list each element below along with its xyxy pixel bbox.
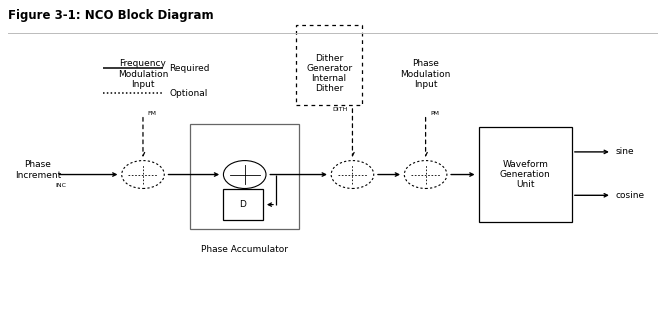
Bar xyxy=(223,189,263,220)
Ellipse shape xyxy=(404,161,447,188)
Text: Internal
Dither: Internal Dither xyxy=(312,74,346,93)
Text: Required: Required xyxy=(170,64,210,73)
Ellipse shape xyxy=(223,161,266,188)
Text: Phase
Increment: Phase Increment xyxy=(15,160,61,179)
Text: Phase
Modulation
Input: Phase Modulation Input xyxy=(400,60,451,89)
Text: Optional: Optional xyxy=(170,88,208,98)
Bar xyxy=(190,124,299,229)
Text: DITH: DITH xyxy=(332,107,348,112)
Bar xyxy=(296,25,362,105)
Text: INC: INC xyxy=(55,183,66,188)
Text: Frequency
Modulation
Input: Frequency Modulation Input xyxy=(118,60,168,89)
Text: Figure 3-1: NCO Block Diagram: Figure 3-1: NCO Block Diagram xyxy=(8,9,213,22)
Text: PM: PM xyxy=(430,111,440,116)
Text: FM: FM xyxy=(148,111,157,116)
Text: sine: sine xyxy=(615,147,634,157)
Bar xyxy=(479,127,572,222)
Ellipse shape xyxy=(122,161,164,188)
Ellipse shape xyxy=(331,161,374,188)
Text: Dither
Generator: Dither Generator xyxy=(306,54,352,73)
Text: D: D xyxy=(239,200,246,209)
Text: Phase Accumulator: Phase Accumulator xyxy=(201,245,288,254)
Text: Waveform
Generation
Unit: Waveform Generation Unit xyxy=(500,160,551,189)
Text: cosine: cosine xyxy=(615,191,644,200)
